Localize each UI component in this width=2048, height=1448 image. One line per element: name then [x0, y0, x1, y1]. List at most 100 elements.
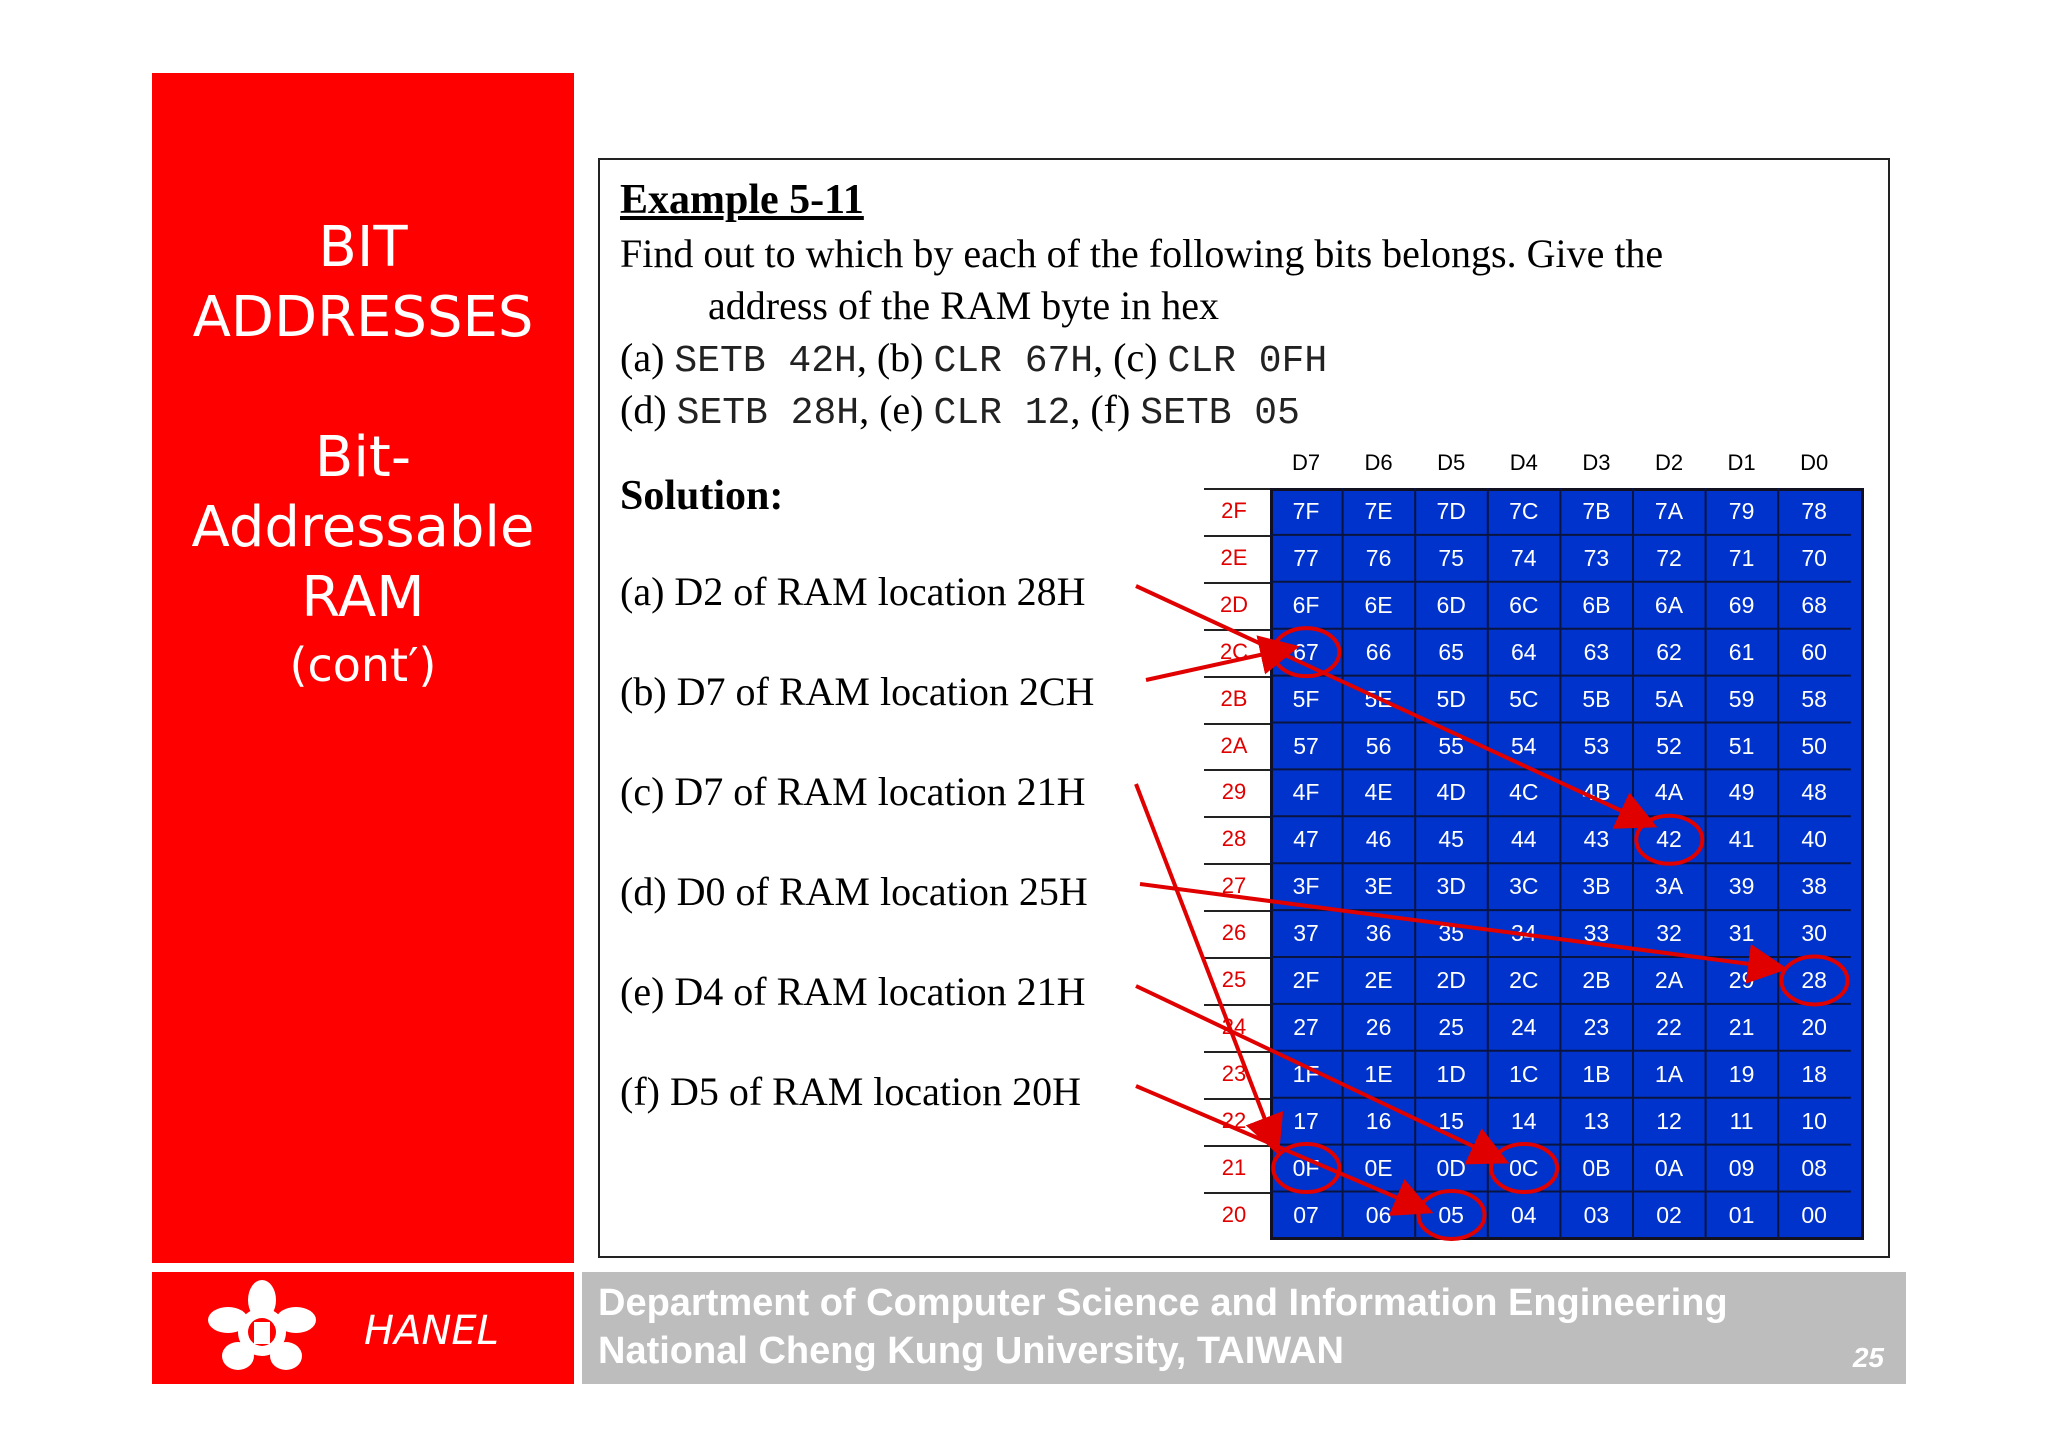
solution-label: Solution:	[620, 473, 784, 519]
bit-address-cell: 57	[1293, 732, 1319, 759]
bit-address-cell: 54	[1511, 732, 1537, 759]
bit-address-cell: 1E	[1364, 1060, 1393, 1087]
item-sep: ,	[1070, 387, 1081, 432]
bit-address-cell: 31	[1728, 920, 1755, 947]
byte-address-label: 2F	[1221, 498, 1247, 523]
bit-address-cell: 3D	[1436, 873, 1466, 900]
bit-address-cell: 78	[1801, 498, 1827, 524]
bit-address-cell: 25	[1438, 1013, 1464, 1040]
bit-address-cell: 1B	[1582, 1060, 1611, 1087]
bit-column-header: D7	[1291, 450, 1321, 475]
bit-address-cell: 4A	[1654, 779, 1684, 806]
bit-address-cell: 27	[1293, 1013, 1319, 1040]
title-line: Bit-	[314, 425, 412, 490]
bit-address-cell: 03	[1583, 1201, 1610, 1228]
bit-address-cell: 40	[1801, 826, 1827, 853]
bit-address-cell: 26	[1365, 1013, 1392, 1040]
bit-address-cell: 38	[1801, 873, 1827, 900]
bit-address-cell: 59	[1728, 685, 1755, 712]
item-code: SETB 28H	[676, 392, 860, 435]
byte-address-label: 20	[1221, 1201, 1247, 1227]
row-separator	[1204, 1097, 1270, 1100]
bit-address-cell: 14	[1511, 1107, 1537, 1134]
sidebar-panel: BIT ADDRESSES Bit- Addressable RAM (cont…	[152, 73, 574, 1263]
answer-a: (a) D2 of RAM location 28H	[620, 569, 1086, 614]
highlight-circle	[1779, 954, 1850, 1007]
example-items-row1: (a) SETB 42H, (b) CLR 67H, (c) CLR 0FH	[620, 334, 1327, 383]
bit-address-cell: 37	[1293, 920, 1319, 947]
answer-arrows	[1134, 584, 1788, 1216]
bit-address-cell: 79	[1728, 498, 1755, 524]
bit-address-cell: 5F	[1292, 685, 1320, 712]
bit-address-cell: 6D	[1436, 591, 1466, 618]
row-separator	[1204, 769, 1270, 772]
item-label: (b)	[876, 335, 924, 380]
bit-address-cell: 0B	[1582, 1154, 1611, 1181]
bit-address-cell: 68	[1801, 591, 1827, 618]
row-separator	[1204, 675, 1270, 678]
department-name: Department of Computer Science and Infor…	[598, 1282, 1728, 1324]
bit-table-grid	[1270, 488, 1851, 1239]
bit-address-cell: 1A	[1654, 1060, 1684, 1087]
cont-label: (cont′)	[289, 638, 437, 692]
bit-address-cell: 4E	[1364, 779, 1393, 806]
bit-column-header: D5	[1437, 450, 1466, 475]
highlight-circles	[1271, 626, 1850, 1241]
bit-address-cell: 66	[1365, 638, 1392, 665]
bit-address-cell: 69	[1728, 591, 1755, 618]
bit-address-cell: 01	[1728, 1201, 1755, 1228]
bit-address-cell: 04	[1511, 1201, 1537, 1228]
bit-address-cell: 13	[1583, 1107, 1610, 1134]
bit-column-header: D2	[1654, 450, 1684, 475]
bit-address-cell: 1C	[1509, 1060, 1539, 1087]
item-code: CLR 0FH	[1167, 340, 1328, 383]
bit-address-cell: 0E	[1364, 1154, 1393, 1181]
bit-address-cell: 20	[1801, 1013, 1827, 1040]
bit-address-cell: 09	[1728, 1154, 1755, 1181]
bit-address-cell: 06	[1365, 1201, 1392, 1228]
bit-address-cell: 3E	[1364, 873, 1393, 900]
bit-address-cell: 44	[1511, 826, 1537, 853]
answer-b: (b) D7 of RAM location 2CH	[620, 669, 1095, 714]
row-separator	[1204, 816, 1270, 819]
bit-address-cell: 7D	[1436, 498, 1466, 524]
bit-address-cell: 5C	[1509, 685, 1539, 712]
example-box: Example 5-11 Find out to which by each o…	[598, 158, 1890, 1258]
bit-address-cell: 28	[1801, 967, 1827, 993]
bit-address-cell: 6C	[1509, 591, 1539, 618]
bit-column-header: D4	[1509, 450, 1538, 475]
byte-address-label: 2D	[1219, 591, 1249, 617]
bit-address-cell: 39	[1728, 873, 1755, 900]
bit-address-cell: 56	[1365, 732, 1392, 759]
bit-address-cell: 5A	[1654, 685, 1684, 712]
title-line: RAM	[301, 565, 425, 630]
arrow-a	[1135, 584, 1658, 829]
footer-left: HANEL	[152, 1272, 574, 1384]
bit-address-cell: 70	[1801, 544, 1827, 571]
bit-address-cell: 53	[1583, 732, 1610, 759]
bit-address-cell: 6F	[1292, 591, 1320, 618]
bit-address-cell: 00	[1801, 1201, 1827, 1228]
bit-address-cell: 77	[1293, 544, 1319, 571]
bit-address-cell: 71	[1728, 544, 1755, 571]
bit-address-cell: 65	[1438, 638, 1464, 665]
byte-address-label: 2E	[1220, 544, 1248, 570]
bit-address-cell: 18	[1801, 1060, 1827, 1087]
bit-address-cell: 49	[1728, 779, 1755, 806]
highlight-circle	[1271, 1142, 1342, 1195]
bit-address-cell: 52	[1656, 732, 1682, 759]
bit-address-cell: 63	[1583, 638, 1610, 665]
bit-address-cell: 2F	[1292, 967, 1320, 993]
row-separator	[1204, 863, 1270, 866]
item-sep: ,	[859, 387, 870, 432]
author-name: HANEL	[364, 1308, 499, 1354]
bit-address-cell: 45	[1438, 826, 1464, 853]
bit-address-cell: 11	[1729, 1107, 1754, 1134]
bit-address-cell: 6A	[1654, 591, 1684, 618]
example-items-row2: (d) SETB 28H, (e) CLR 12, (f) SETB 05	[620, 386, 1300, 435]
byte-address-label: 26	[1221, 920, 1247, 946]
bit-column-header: D3	[1582, 450, 1611, 475]
highlight-circle	[1634, 813, 1705, 866]
byte-address-label: 29	[1221, 779, 1247, 805]
item-code: CLR 12	[933, 392, 1071, 435]
